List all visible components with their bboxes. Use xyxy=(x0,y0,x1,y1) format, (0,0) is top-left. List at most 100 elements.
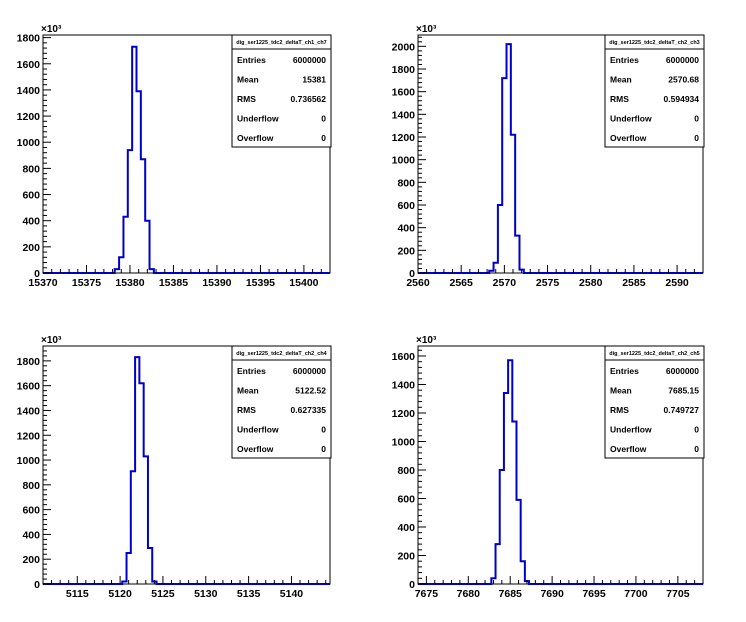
y-tick-label: 1600 xyxy=(392,87,416,99)
stats-value: 0.627335 xyxy=(291,405,327,415)
stats-label: Entries xyxy=(237,366,266,376)
x-tick-label: 15370 xyxy=(28,277,57,289)
x-tick-label: 5135 xyxy=(237,588,261,600)
y-tick-label: 1000 xyxy=(17,137,41,149)
stats-value: 6000000 xyxy=(293,366,326,376)
stats-value: 6000000 xyxy=(293,55,326,65)
y-tick-label: 0 xyxy=(409,579,415,591)
stats-label: Overflow xyxy=(237,444,274,454)
stats-value: 0 xyxy=(694,444,699,454)
y-tick-label: 400 xyxy=(397,522,415,534)
y-exponent-label: ×10³ xyxy=(416,24,437,35)
stats-value: 0.749727 xyxy=(664,405,700,415)
x-tick-label: 15400 xyxy=(289,277,318,289)
y-tick-label: 1600 xyxy=(17,381,41,393)
stats-box-4 xyxy=(604,345,705,459)
y-tick-label: 1400 xyxy=(17,85,41,97)
y-tick-label: 1800 xyxy=(392,64,416,76)
y-tick-label: 1200 xyxy=(17,111,41,123)
stats-label: Overflow xyxy=(610,133,647,143)
stats-label: Underflow xyxy=(610,114,652,124)
x-tick-label: 5130 xyxy=(194,588,218,600)
stats-value: 0 xyxy=(321,133,326,143)
x-tick-label: 5140 xyxy=(280,588,304,600)
stats-label: Entries xyxy=(610,366,639,376)
y-tick-label: 0 xyxy=(34,268,40,280)
stats-label: Entries xyxy=(237,55,266,65)
histogram-2 xyxy=(418,43,703,274)
x-tick-label: 5125 xyxy=(151,588,175,600)
y-tick-label: 1200 xyxy=(392,408,416,420)
stats-title: dig_ser1225_tdc2_deltaT_ch2_ch4 xyxy=(236,351,327,357)
stats-value: 15381 xyxy=(302,75,326,85)
stats-label: Entries xyxy=(610,55,639,65)
y-tick-label: 400 xyxy=(22,216,40,228)
stats-value: 0 xyxy=(321,444,326,454)
stats-value: 0 xyxy=(321,114,326,124)
y-exponent-label: ×10³ xyxy=(41,24,62,35)
histogram-3 xyxy=(43,356,330,585)
x-tick-label: 7705 xyxy=(666,588,690,600)
y-tick-label: 1400 xyxy=(392,379,416,391)
x-tick-label: 2580 xyxy=(579,277,603,289)
x-tick-label: 15390 xyxy=(202,277,231,289)
y-tick-label: 1000 xyxy=(392,436,416,448)
y-tick-label: 1000 xyxy=(392,155,416,167)
stats-label: Mean xyxy=(237,386,259,396)
y-tick-label: 800 xyxy=(22,480,40,492)
x-tick-label: 2565 xyxy=(450,277,474,289)
y-tick-label: 1400 xyxy=(392,109,416,121)
y-tick-label: 1600 xyxy=(392,351,416,363)
stats-label: Mean xyxy=(610,386,632,396)
stats-label: Overflow xyxy=(237,133,274,143)
stats-value: 0 xyxy=(321,425,326,435)
y-tick-label: 200 xyxy=(397,550,415,562)
stats-box-3 xyxy=(231,345,332,459)
y-tick-label: 1800 xyxy=(17,33,41,45)
x-tick-label: 15380 xyxy=(115,277,144,289)
stats-title: dig_ser1225_tdc2_deltaT_ch2_ch5 xyxy=(609,351,700,357)
y-exponent-label: ×10³ xyxy=(416,335,437,346)
stats-label: RMS xyxy=(237,405,256,415)
y-exponent-label: ×10³ xyxy=(41,335,62,346)
stats-label: RMS xyxy=(237,94,256,104)
stats-value: 0.736562 xyxy=(291,94,327,104)
x-tick-label: 2585 xyxy=(622,277,646,289)
stats-label: RMS xyxy=(610,405,629,415)
stats-label: Mean xyxy=(237,75,259,85)
y-tick-label: 1600 xyxy=(17,59,41,71)
y-tick-label: 200 xyxy=(22,242,40,254)
x-tick-label: 7680 xyxy=(457,588,481,600)
stats-value: 6000000 xyxy=(666,55,699,65)
x-tick-label: 7690 xyxy=(540,588,564,600)
stats-value: 0 xyxy=(694,114,699,124)
stats-value: 7685.15 xyxy=(668,386,699,396)
x-tick-label: 2575 xyxy=(536,277,560,289)
x-tick-label: 7695 xyxy=(582,588,606,600)
x-tick-label: 15385 xyxy=(159,277,188,289)
y-tick-label: 0 xyxy=(409,268,415,280)
x-tick-label: 2560 xyxy=(406,277,430,289)
stats-value: 0 xyxy=(694,425,699,435)
x-tick-label: 5120 xyxy=(108,588,132,600)
y-tick-label: 2000 xyxy=(392,41,416,53)
y-tick-label: 800 xyxy=(397,465,415,477)
x-tick-label: 15395 xyxy=(246,277,275,289)
y-tick-label: 0 xyxy=(34,579,40,591)
x-tick-label: 2590 xyxy=(665,277,689,289)
stats-label: Underflow xyxy=(237,425,279,435)
x-tick-label: 7700 xyxy=(624,588,648,600)
stats-value: 0.594934 xyxy=(664,94,700,104)
stats-title: dig_ser1225_tdc2_deltaT_ch2_ch3 xyxy=(609,40,700,46)
y-tick-label: 1400 xyxy=(17,405,41,417)
stats-value: 6000000 xyxy=(666,366,699,376)
y-tick-label: 1800 xyxy=(17,356,41,368)
y-tick-label: 200 xyxy=(397,245,415,257)
stats-title: dig_ser1225_tdc2_deltaT_ch1_ch7 xyxy=(236,40,327,46)
y-tick-label: 1000 xyxy=(17,455,41,467)
y-tick-label: 800 xyxy=(22,163,40,175)
y-tick-label: 800 xyxy=(397,177,415,189)
stats-value: 0 xyxy=(694,133,699,143)
